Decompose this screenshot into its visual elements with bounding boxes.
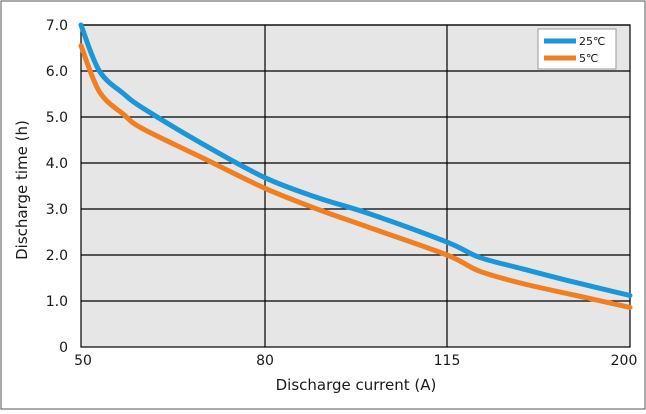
y-tick-label: 2.0 (46, 248, 68, 264)
series-layer (78, 22, 633, 310)
legend-box (537, 28, 617, 70)
x-tick-labels: 50 80 115 200 (74, 353, 637, 369)
y-tick-label: 7.0 (46, 18, 68, 34)
x-tick-label: 200 (611, 353, 638, 369)
y-tick-labels: 0 1.0 2.0 3.0 4.0 5.0 6.0 7.0 (46, 18, 68, 356)
legend: 25℃ 5℃ (537, 28, 617, 70)
grid-lines (81, 24, 630, 347)
y-tick-label: 4.0 (46, 156, 68, 172)
x-tick-label: 80 (256, 353, 274, 369)
y-tick-label: 5.0 (46, 110, 68, 126)
x-axis-label: Discharge current (A) (276, 376, 437, 394)
y-tick-label: 0 (59, 340, 68, 356)
legend-label-25c: 25℃ (579, 35, 605, 48)
y-axis-label: Discharge time (h) (13, 120, 31, 260)
y-tick-label: 1.0 (46, 294, 68, 310)
legend-label-5c: 5℃ (579, 52, 598, 65)
plot-area (80, 24, 631, 348)
series-line-25c (78, 22, 633, 298)
y-tick-label: 3.0 (46, 202, 68, 218)
x-tick-label: 115 (434, 353, 461, 369)
series-line-5c (78, 43, 633, 310)
x-tick-label: 50 (74, 353, 92, 369)
y-tick-label: 6.0 (46, 64, 68, 80)
